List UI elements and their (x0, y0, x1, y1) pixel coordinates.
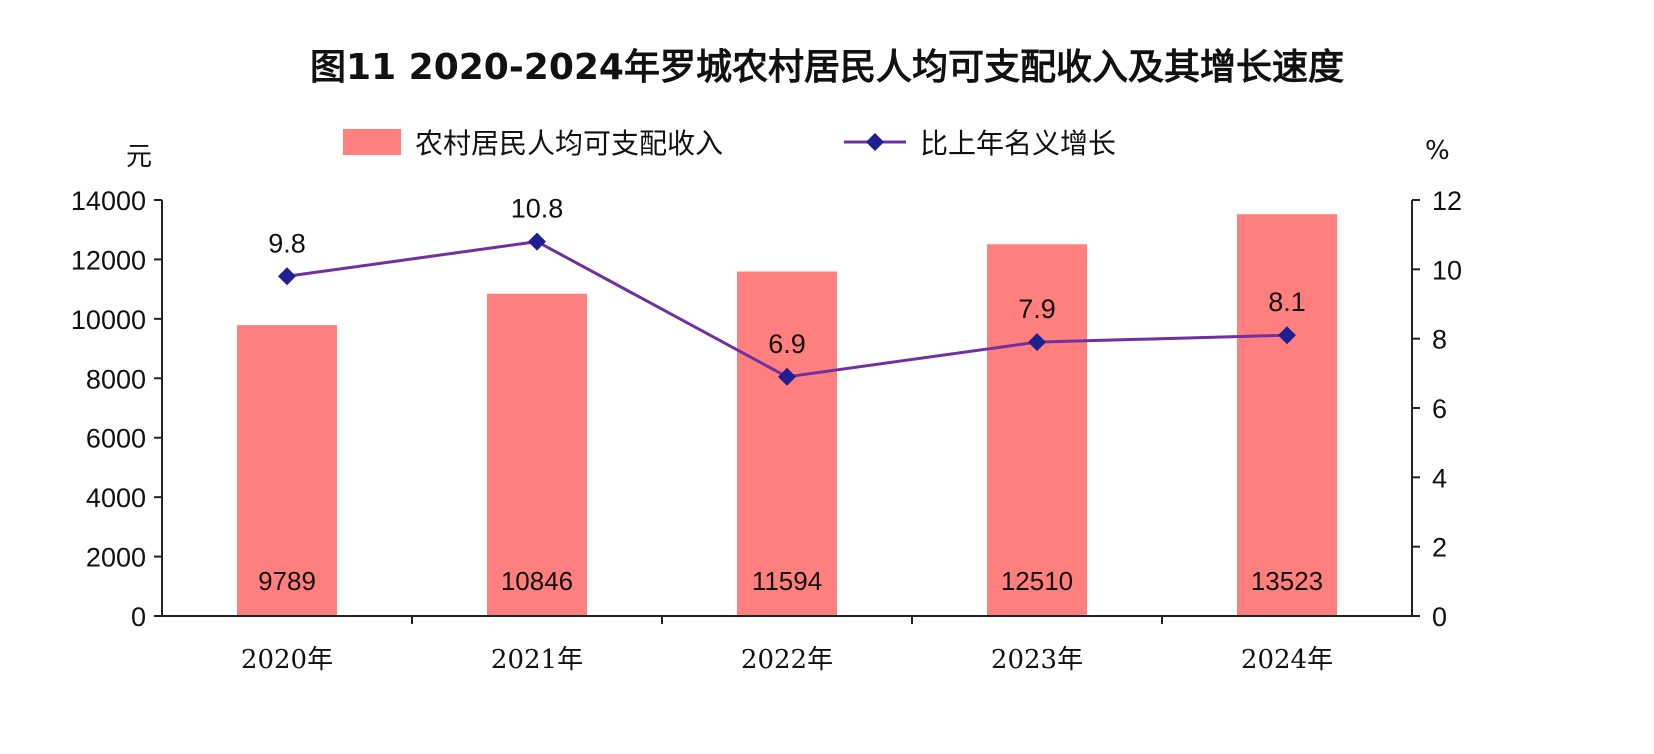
right-axis-tick-label: 6 (1432, 394, 1447, 424)
x-axis-category-label: 2023年 (991, 645, 1083, 675)
legend-label-bar: 农村居民人均可支配收入 (415, 127, 724, 160)
left-axis-tick-label: 12000 (71, 245, 146, 275)
line-value-label: 10.8 (511, 194, 564, 224)
legend-item-line: 比上年名义增长 (842, 122, 1116, 162)
chart-title: 图11 2020-2024年罗城农村居民人均可支配收入及其增长速度 (310, 47, 1344, 88)
line-point-marker (778, 367, 796, 386)
x-axis-category-label: 2020年 (241, 645, 333, 675)
bar-value-label: 13523 (1251, 566, 1323, 596)
bar (987, 244, 1087, 616)
bar-value-label: 10846 (501, 566, 573, 596)
line-point-marker (1278, 326, 1296, 345)
left-axis-tick-label: 2000 (86, 543, 146, 573)
x-axis-category-label: 2022年 (741, 645, 833, 675)
line-value-label: 9.8 (268, 228, 306, 258)
bar (487, 293, 587, 616)
bar-value-label: 9789 (258, 566, 316, 596)
right-axis-tick-label: 10 (1432, 255, 1462, 285)
line-value-label: 8.1 (1268, 287, 1306, 317)
legend-swatch-line (844, 133, 906, 151)
bar (737, 271, 837, 616)
x-axis-category-label: 2021年 (491, 645, 583, 675)
left-axis-tick-label: 6000 (86, 424, 146, 454)
legend-swatch-bar (343, 129, 401, 155)
bar-value-label: 11594 (752, 566, 822, 596)
line-value-label: 6.9 (768, 329, 806, 359)
line-point-marker (1028, 333, 1046, 352)
bar (1237, 214, 1337, 617)
bar (237, 325, 337, 616)
right-axis-tick-label: 0 (1432, 602, 1447, 632)
bar-value-label: 12510 (1001, 566, 1073, 596)
legend-label-line: 比上年名义增长 (920, 127, 1117, 160)
right-axis-tick-label: 4 (1432, 463, 1447, 493)
left-axis-tick-label: 8000 (86, 364, 146, 394)
left-axis-unit: 元 (126, 142, 153, 172)
left-axis-tick-label: 0 (131, 602, 146, 632)
line-point-marker (278, 267, 296, 286)
x-axis-category-label: 2024年 (1241, 645, 1333, 675)
right-axis-tick-label: 8 (1432, 325, 1447, 355)
right-axis-unit: % (1425, 136, 1450, 166)
left-axis-tick-label: 10000 (71, 305, 146, 335)
right-axis-tick-label: 2 (1432, 533, 1447, 563)
left-axis-tick-label: 4000 (86, 483, 146, 513)
left-axis-tick-label: 14000 (71, 186, 146, 216)
legend-item-bar: 农村居民人均可支配收入 (343, 122, 723, 162)
line-value-label: 7.9 (1018, 294, 1056, 324)
line-point-marker (528, 232, 546, 251)
right-axis-tick-label: 12 (1432, 186, 1462, 216)
